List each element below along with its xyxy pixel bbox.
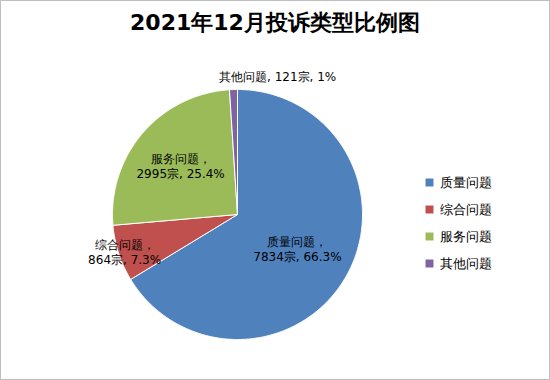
svg-text:其他问题, 121宗, 1%: 其他问题, 121宗, 1% xyxy=(219,70,336,84)
svg-text:综合问题: 综合问题 xyxy=(440,202,492,217)
svg-text:服务问题: 服务问题 xyxy=(440,229,492,244)
svg-text:质量问题，7834宗, 66.3%: 质量问题，7834宗, 66.3% xyxy=(253,235,341,264)
svg-text:其他问题: 其他问题 xyxy=(440,256,492,271)
svg-text:综合问题，864宗, 7.3%: 综合问题，864宗, 7.3% xyxy=(88,238,161,267)
svg-text:服务问题，2995宗, 25.4%: 服务问题，2995宗, 25.4% xyxy=(136,152,224,181)
svg-text:质量问题: 质量问题 xyxy=(440,175,492,190)
html-text:2021年12月投诉类型比例图: 2021年12月投诉类型比例图 xyxy=(130,10,420,35)
